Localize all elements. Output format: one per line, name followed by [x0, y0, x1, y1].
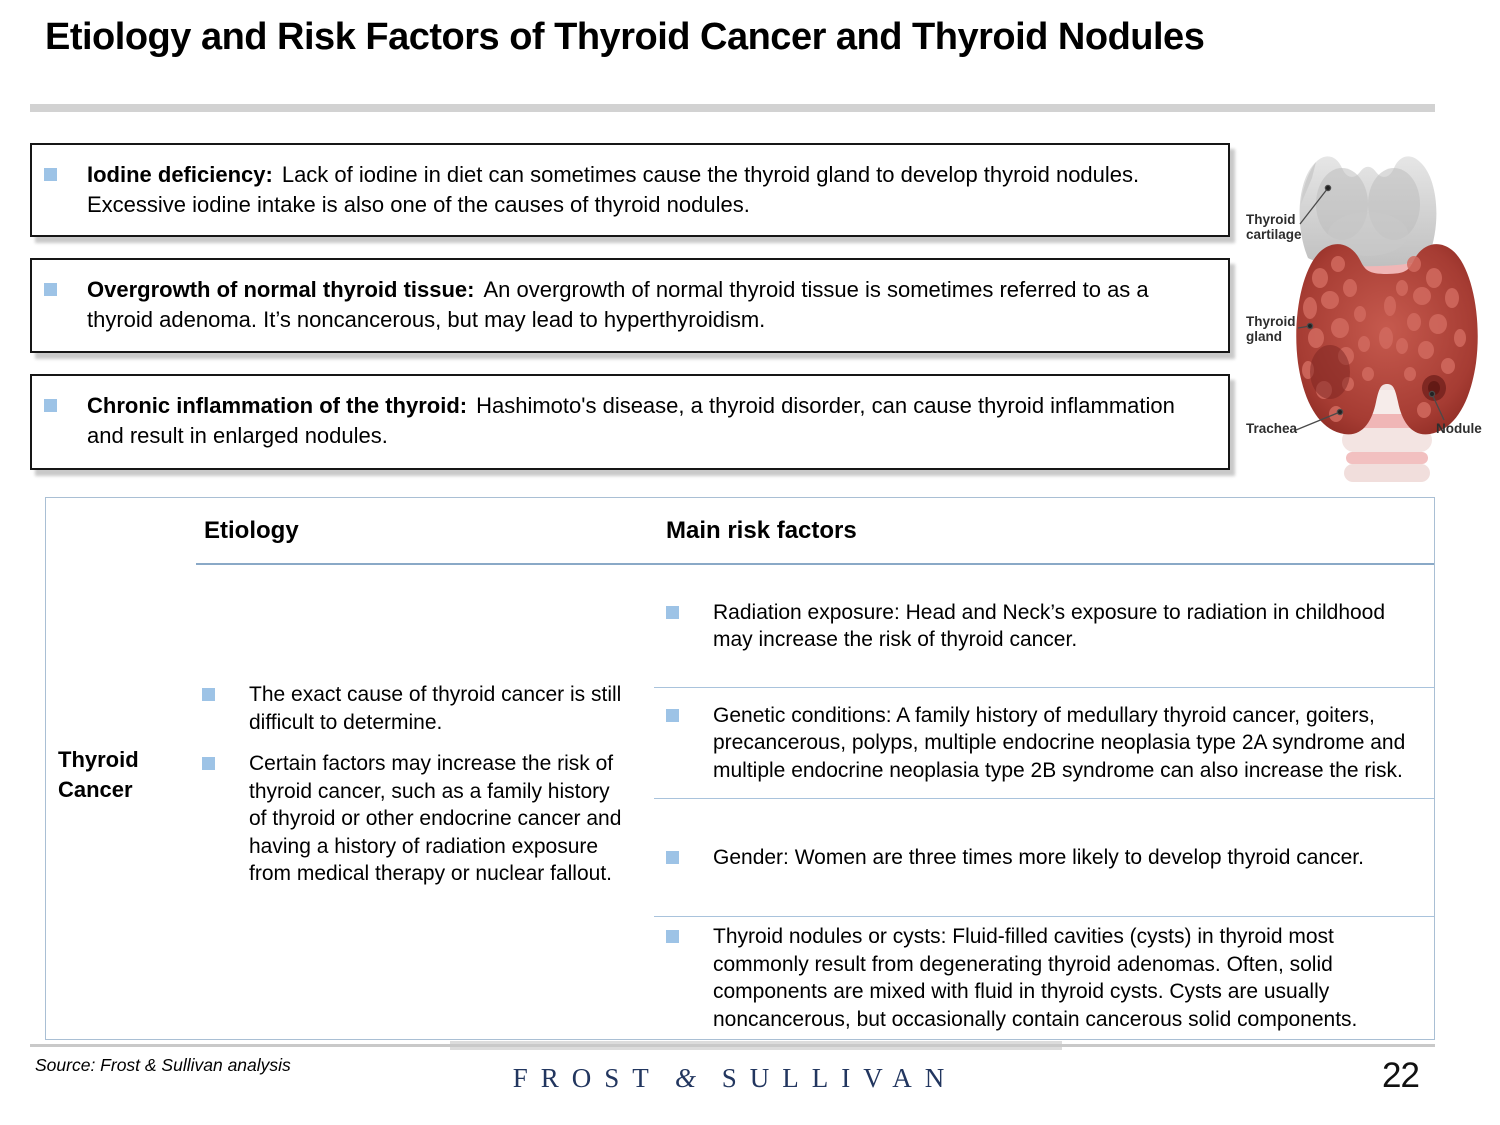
table-corner-spacer [46, 498, 196, 565]
label-nodule: Nodule [1436, 421, 1482, 436]
risk-item-text: Radiation exposure: Head and Neck’s expo… [713, 600, 1386, 652]
column-header-etiology: Etiology [196, 498, 654, 565]
bullet-square-icon [44, 168, 57, 181]
page-number: 22 [1382, 1056, 1420, 1095]
thyroid-gland-shape [1296, 244, 1478, 435]
frost-sullivan-logo: FROST & SULLIVAN [495, 1063, 975, 1094]
logo-frost: FROST [512, 1063, 662, 1093]
cause-body: Lack of iodine in diet can sometimes cau… [87, 162, 1140, 217]
thyroid-anatomy-illustration: Thyroid cartilage Thyroid gland Trachea … [1238, 138, 1500, 486]
page-title: Etiology and Risk Factors of Thyroid Can… [45, 16, 1205, 58]
title-divider [30, 104, 1435, 112]
etiology-item: Certain factors may increase the risk of… [202, 750, 622, 888]
bullet-square-icon [44, 283, 57, 296]
risk-row-genetic: Genetic conditions: A family history of … [654, 687, 1434, 798]
label-thyroid-gland: Thyroid gland [1246, 314, 1296, 344]
cause-text: Overgrowth of normal thyroid tissue: An o… [87, 275, 1210, 335]
bullet-square-icon [666, 605, 679, 619]
bullet-square-icon [202, 688, 215, 701]
risk-item-text: Gender: Women are three times more likel… [713, 845, 1364, 869]
cause-lead: Chronic inflammation of the thyroid: [87, 393, 468, 418]
row-header-thyroid-cancer: Thyroid Cancer [46, 565, 196, 1039]
thyroid-anatomy-svg [1295, 156, 1478, 482]
etiology-item: The exact cause of thyroid cancer is sti… [202, 681, 622, 736]
etiology-cell: The exact cause of thyroid cancer is sti… [196, 565, 654, 1039]
row-header-text: Thyroid Cancer [58, 746, 139, 802]
risk-item: Thyroid nodules or cysts: Fluid-filled c… [666, 923, 1420, 1033]
label-thyroid-cartilage: Thyroid cartilage [1246, 212, 1302, 242]
cause-body: Hashimoto's disease, a thyroid disorder,… [87, 393, 1175, 448]
logo-sullivan: SULLIVAN [721, 1063, 958, 1093]
risk-item: Gender: Women are three times more likel… [666, 844, 1364, 872]
etiology-item-text: The exact cause of thyroid cancer is sti… [249, 683, 622, 734]
cause-box-iodine: Iodine deficiency: Lack of iodine in diet… [30, 143, 1230, 237]
etiology-risk-table: Etiology Main risk factors Thyroid Cance… [45, 497, 1435, 1040]
risk-row-gender: Gender: Women are three times more likel… [654, 798, 1434, 916]
bullet-square-icon [666, 930, 679, 943]
label-trachea: Trachea [1246, 421, 1298, 436]
bullet-square-icon [202, 757, 215, 770]
cause-text: Chronic inflammation of the thyroid: Hash… [87, 391, 1210, 451]
cause-lead: Iodine deficiency: [87, 162, 273, 187]
risk-item-text: Genetic conditions: A family history of … [713, 703, 1406, 782]
cause-box-overgrowth: Overgrowth of normal thyroid tissue: An o… [30, 258, 1230, 353]
gland-shadow-patch [1310, 345, 1350, 399]
cause-box-inflammation: Chronic inflammation of the thyroid: Hash… [30, 374, 1230, 470]
cause-text: Iodine deficiency: Lack of iodine in diet… [87, 160, 1210, 220]
risk-factors-cell: Radiation exposure: Head and Neck’s expo… [654, 565, 1434, 1039]
risk-item-text: Thyroid nodules or cysts: Fluid-filled c… [713, 925, 1358, 1031]
cause-body: An overgrowth of normal thyroid tissue i… [87, 277, 1149, 332]
bullet-square-icon [666, 708, 679, 722]
bullet-square-icon [666, 850, 679, 864]
risk-row-radiation: Radiation exposure: Head and Neck’s expo… [654, 565, 1434, 687]
footer-divider [30, 1044, 1435, 1047]
risk-item: Genetic conditions: A family history of … [666, 702, 1420, 785]
thyroid-cartilage-shape [1299, 156, 1437, 267]
logo-ampersand: & [675, 1063, 697, 1093]
cause-lead: Overgrowth of normal thyroid tissue: [87, 277, 475, 302]
bullet-square-icon [44, 399, 57, 412]
leader-lines [1295, 184, 1445, 431]
column-header-main-risk-factors: Main risk factors [654, 498, 1434, 565]
etiology-item-text: Certain factors may increase the risk of… [249, 752, 622, 885]
risk-row-nodules-cysts: Thyroid nodules or cysts: Fluid-filled c… [654, 916, 1434, 1039]
risk-item: Radiation exposure: Head and Neck’s expo… [666, 599, 1420, 654]
source-note: Source: Frost & Sullivan analysis [35, 1055, 291, 1075]
